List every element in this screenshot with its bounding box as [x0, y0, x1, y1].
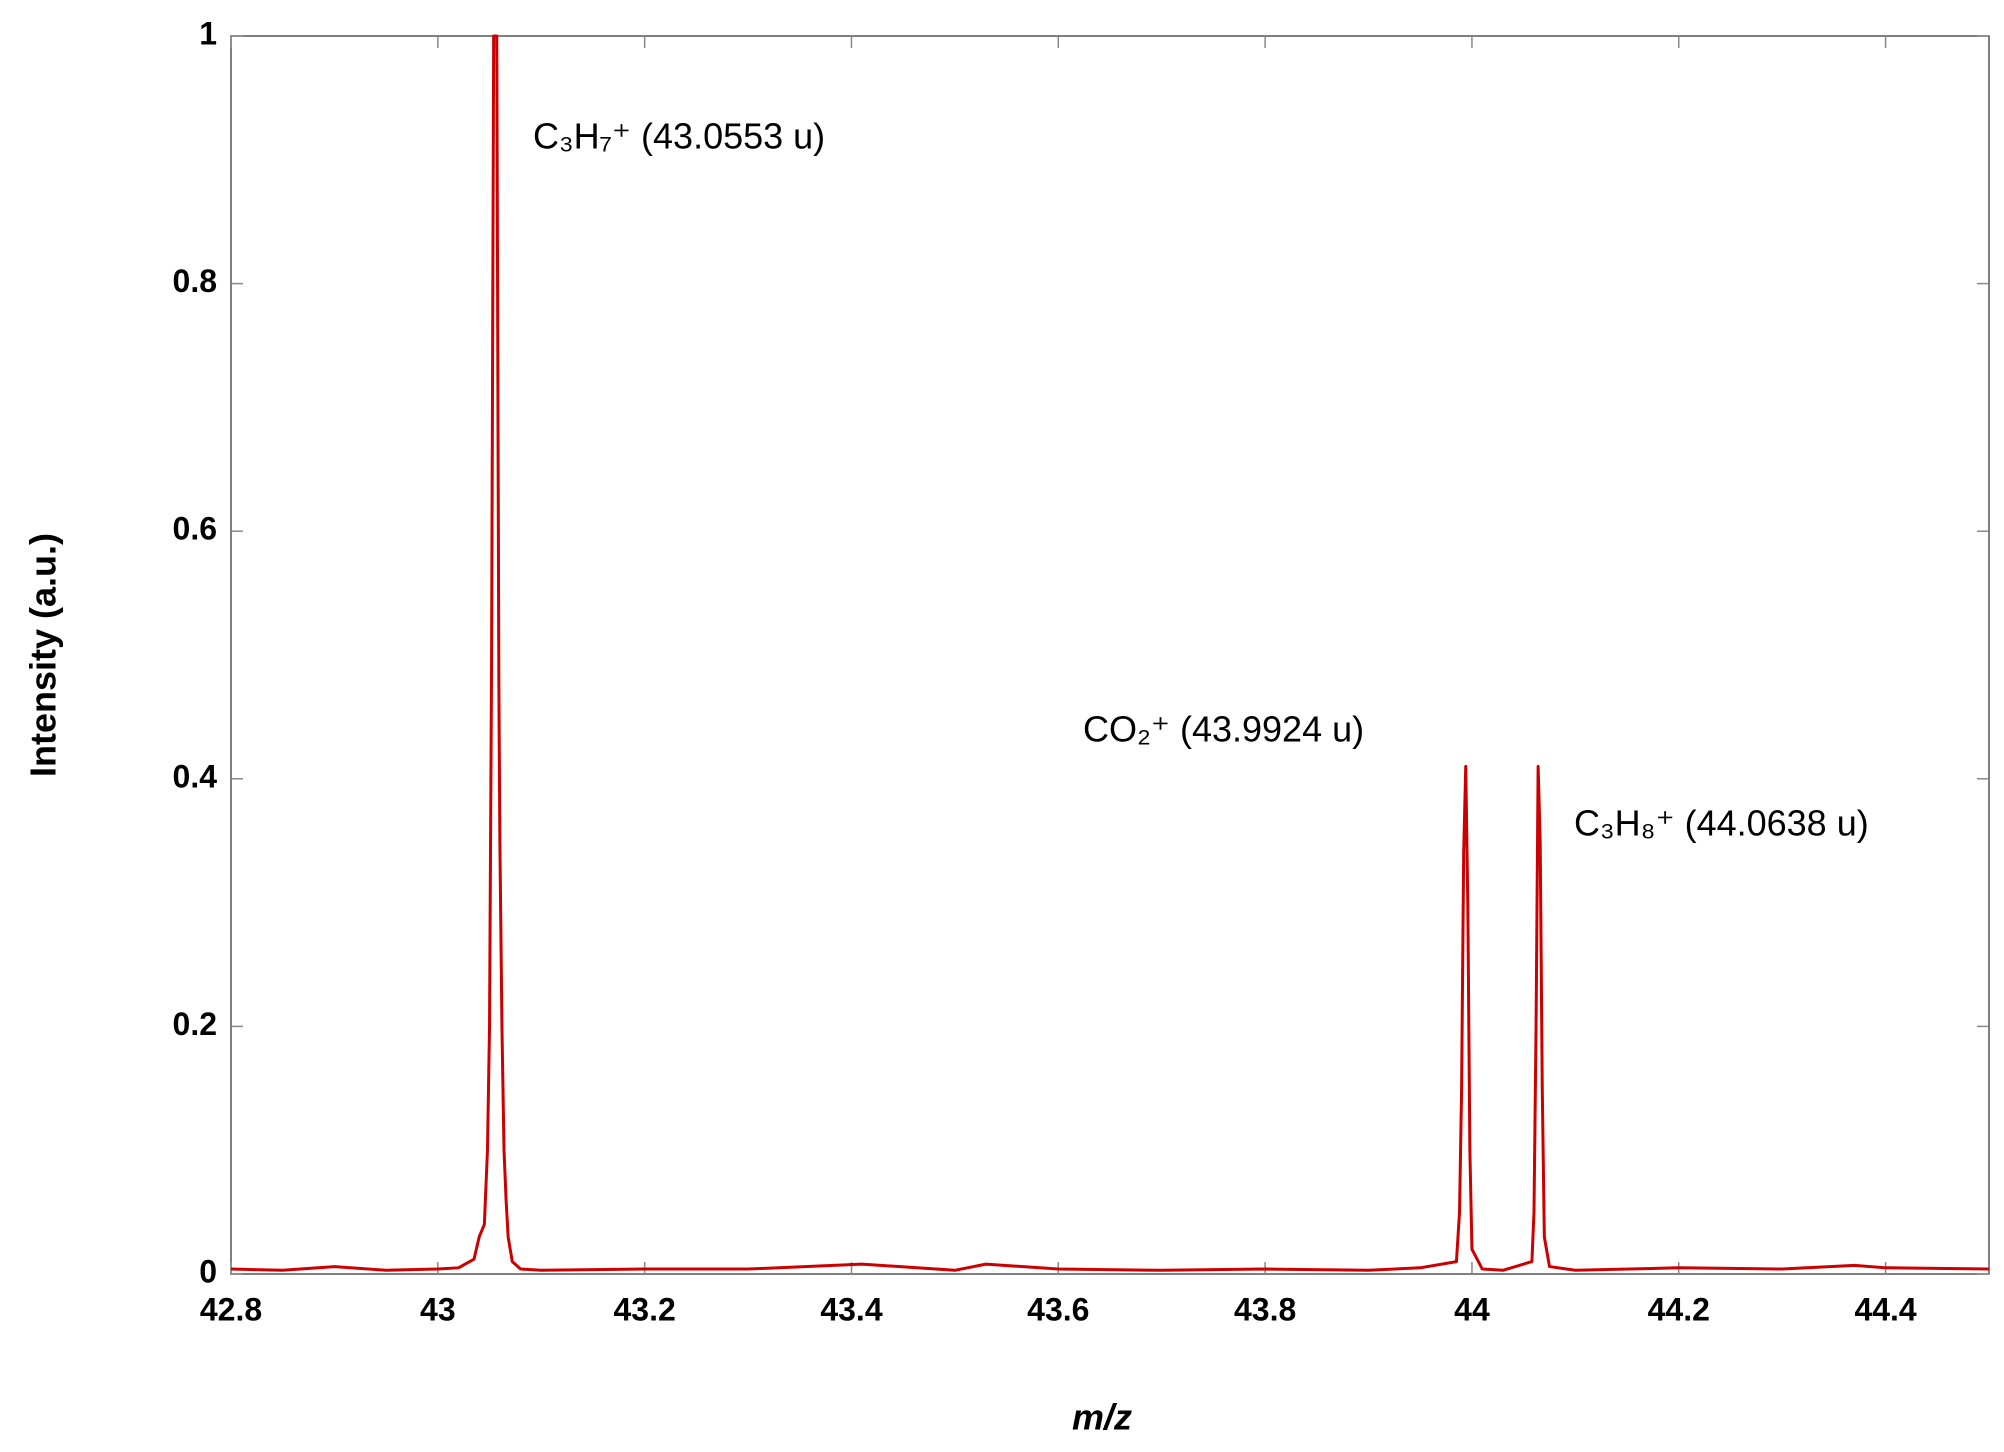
- y-tick-label: 0.4: [173, 758, 218, 794]
- x-tick-label: 43.8: [1234, 1291, 1296, 1327]
- y-axis-label: Intensity (a.u.): [23, 533, 64, 777]
- peak-annotation: C₃H₈⁺ (44.0638 u): [1574, 803, 1869, 844]
- x-axis-label: m/z: [1072, 1397, 1132, 1438]
- x-tick-label: 44: [1454, 1291, 1490, 1327]
- y-tick-label: 0.8: [173, 263, 217, 299]
- x-tick-label: 43: [420, 1291, 456, 1327]
- spectrum-line: [230, 34, 1990, 1272]
- x-tick-label: 43.6: [1027, 1291, 1089, 1327]
- plot-frame: [230, 35, 1990, 1275]
- y-tick-label: 0.6: [173, 511, 217, 547]
- y-tick-label: 0.2: [173, 1006, 217, 1042]
- x-tick-label: 43.4: [820, 1291, 882, 1327]
- peak-annotation: C₃H₇⁺ (43.0553 u): [533, 116, 825, 157]
- x-tick-label: 44.2: [1648, 1291, 1710, 1327]
- x-tick-label: 44.4: [1854, 1291, 1916, 1327]
- y-tick-label: 1: [199, 15, 217, 51]
- y-tick-label: 0: [199, 1253, 217, 1289]
- x-tick-label: 43.2: [614, 1291, 676, 1327]
- peak-annotation: CO₂⁺ (43.9924 u): [1083, 709, 1364, 750]
- x-tick-label: 42.8: [200, 1291, 262, 1327]
